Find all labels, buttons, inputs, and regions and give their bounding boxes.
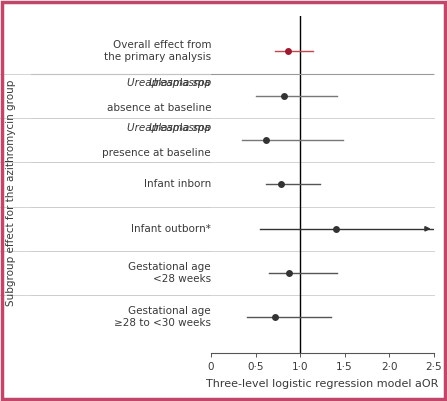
Text: Ureaplasma: Ureaplasma [149,79,211,88]
X-axis label: Three-level logistic regression model aOR: Three-level logistic regression model aO… [206,379,439,389]
Text: Overall effect from
the primary analysis: Overall effect from the primary analysis [104,41,211,63]
Text: Subgroup effect for the azithromycin group: Subgroup effect for the azithromycin gro… [6,79,16,306]
Text: Infant outborn*: Infant outborn* [131,224,211,234]
Text: Gestational age
≥28 to <30 weeks: Gestational age ≥28 to <30 weeks [114,306,211,328]
Text: Ureaplasma spp: Ureaplasma spp [127,79,211,88]
Text: presence at baseline: presence at baseline [102,148,211,158]
Text: absence at baseline: absence at baseline [106,103,211,113]
Text: Ureaplasma spp: Ureaplasma spp [127,123,211,133]
Text: Infant inborn: Infant inborn [144,180,211,189]
Text: Gestational age
<28 weeks: Gestational age <28 weeks [128,262,211,284]
Text: Ureaplasma: Ureaplasma [149,123,211,133]
